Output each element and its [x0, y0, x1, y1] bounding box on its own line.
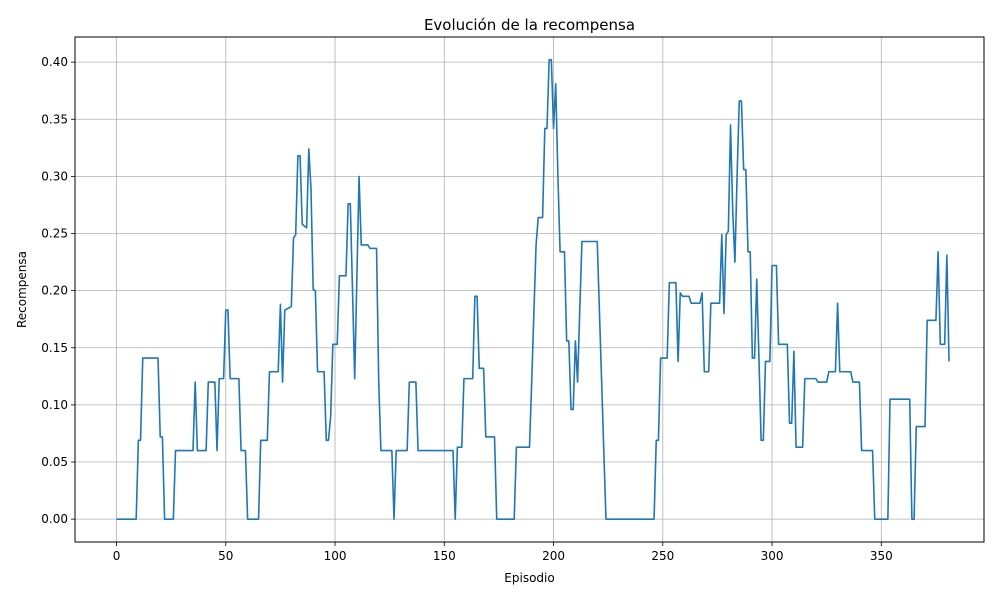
x-axis-ticks: 0 50 100 150 200 250 300 350	[113, 542, 893, 563]
grid-lines	[75, 37, 984, 542]
y-tick-label: 0.05	[41, 455, 68, 469]
y-tick-label: 0.20	[41, 284, 68, 298]
y-axis-ticks: 0.00 0.05 0.10 0.15 0.20 0.25 0.30 0.35 0.40	[41, 55, 75, 526]
y-tick-label: 0.30	[41, 169, 68, 183]
x-tick-label: 100	[324, 549, 347, 563]
x-tick-label: 200	[542, 549, 565, 563]
x-axis-label: Episodio	[504, 571, 554, 585]
y-tick-label: 0.35	[41, 112, 68, 126]
x-tick-label: 250	[651, 549, 674, 563]
y-tick-label: 0.40	[41, 55, 68, 69]
y-tick-label: 0.00	[41, 512, 68, 526]
x-tick-label: 150	[433, 549, 456, 563]
plot-frame	[74, 36, 985, 543]
chart-title: Evolución de la recompensa	[424, 16, 635, 34]
x-tick-label: 300	[761, 549, 784, 563]
x-tick-label: 50	[218, 549, 233, 563]
x-tick-label: 350	[870, 549, 893, 563]
y-tick-label: 0.15	[41, 341, 68, 355]
y-tick-label: 0.25	[41, 227, 68, 241]
y-axis-label: Recompensa	[15, 251, 29, 328]
series-layer	[116, 59, 950, 520]
x-tick-label: 0	[113, 549, 121, 563]
y-tick-label: 0.10	[41, 398, 68, 412]
reward-series-line	[116, 59, 950, 520]
